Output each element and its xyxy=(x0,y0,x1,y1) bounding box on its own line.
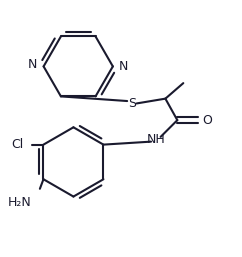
Text: S: S xyxy=(128,97,136,110)
Text: H₂N: H₂N xyxy=(8,196,31,209)
Text: N: N xyxy=(119,60,128,73)
Text: NH: NH xyxy=(146,133,165,146)
Text: O: O xyxy=(202,114,212,127)
Text: N: N xyxy=(28,58,38,70)
Text: Cl: Cl xyxy=(11,138,23,151)
